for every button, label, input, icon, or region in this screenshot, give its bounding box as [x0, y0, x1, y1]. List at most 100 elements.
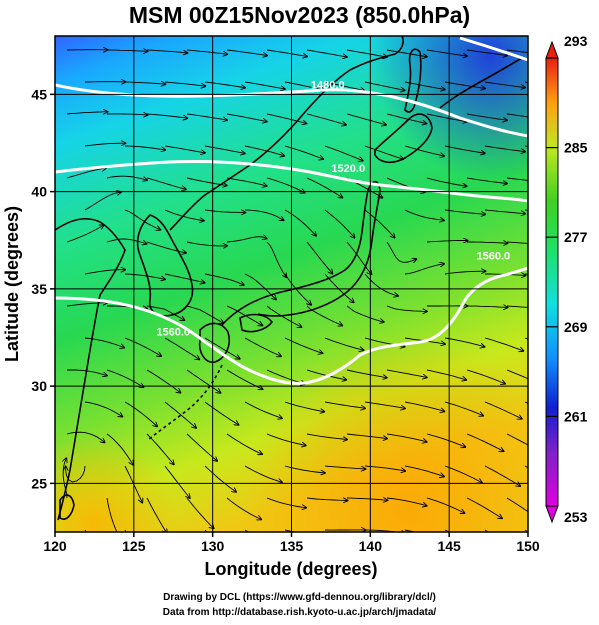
streamline — [466, 433, 504, 451]
streamline — [124, 209, 160, 230]
wind-streamlines — [63, 49, 528, 532]
streamline — [266, 49, 307, 56]
streamline — [467, 242, 508, 243]
streamline — [84, 529, 87, 532]
credits-line-2: Data from http://database.rish.kyoto-u.a… — [162, 607, 437, 618]
streamline — [164, 273, 205, 283]
streamline — [106, 369, 144, 387]
credits: Drawing by DCL (https://www.gfd-dennou.o… — [0, 590, 599, 620]
streamline — [386, 241, 416, 262]
streamline — [106, 238, 147, 244]
streamline — [164, 81, 205, 86]
streamline — [164, 145, 205, 153]
streamline — [284, 209, 316, 236]
y-axis-ticks: 25 30 35 40 45 — [31, 86, 55, 491]
streamline — [404, 209, 444, 220]
streamline — [484, 465, 520, 486]
streamline — [226, 113, 267, 122]
streamline — [284, 273, 311, 305]
streamline — [66, 466, 86, 483]
streamline — [244, 337, 281, 356]
streamline — [346, 113, 386, 125]
streamline — [364, 145, 403, 159]
streamline — [186, 305, 223, 323]
streamline — [124, 145, 165, 150]
streamline — [324, 209, 355, 238]
streamline — [244, 465, 282, 482]
streamline — [204, 145, 245, 154]
streamline — [266, 497, 306, 508]
streamline — [444, 271, 485, 275]
streamline — [386, 305, 427, 311]
streamline — [244, 81, 285, 89]
streamline — [164, 337, 199, 359]
height-contours — [55, 36, 528, 385]
streamline — [226, 49, 267, 56]
streamline — [146, 177, 186, 189]
streamline — [506, 113, 528, 118]
contour-1480 — [55, 83, 528, 138]
streamline — [364, 465, 405, 471]
colorbar-tick-label: 277 — [564, 229, 588, 245]
streamline — [364, 81, 405, 90]
streamline — [66, 303, 107, 307]
streamline — [404, 264, 444, 275]
streamline — [484, 209, 525, 214]
y-tick-label: 45 — [31, 86, 47, 102]
streamline — [244, 209, 284, 220]
streamline — [84, 192, 121, 211]
streamline — [346, 241, 371, 274]
streamline — [186, 433, 217, 461]
streamline — [164, 529, 167, 532]
streamline — [466, 306, 508, 308]
streamline — [244, 145, 284, 156]
streamline — [204, 81, 245, 88]
streamline — [466, 369, 505, 384]
streamline — [66, 431, 105, 442]
streamline — [346, 498, 387, 500]
streamline — [484, 337, 523, 351]
streamline — [404, 401, 444, 411]
contour-1520 — [55, 160, 528, 203]
streamline — [66, 112, 107, 114]
streamline — [204, 273, 244, 285]
streamline — [524, 81, 528, 83]
streamline — [324, 337, 364, 350]
coastlines — [55, 36, 523, 521]
streamline — [506, 497, 528, 513]
streamline — [204, 337, 240, 359]
streamline — [364, 529, 405, 532]
contour-1560-east — [244, 266, 528, 385]
streamline — [186, 497, 214, 528]
streamline — [444, 337, 485, 347]
colorbar-tick-label: 293 — [564, 33, 588, 49]
streamline — [426, 177, 467, 186]
streamline — [146, 241, 186, 253]
streamline — [266, 433, 306, 445]
streamline — [524, 209, 528, 211]
lat-lon-grid — [55, 36, 528, 532]
streamline — [266, 113, 306, 124]
streamline — [124, 401, 157, 427]
streamline — [426, 49, 467, 56]
colorbar: 293 285 277 269 261 253 — [545, 33, 588, 525]
streamline — [84, 401, 122, 417]
streamline — [404, 81, 445, 90]
streamline — [484, 401, 522, 419]
streamline — [466, 49, 507, 56]
x-tick-label: 135 — [280, 538, 304, 554]
streamline — [324, 81, 365, 91]
streamline — [506, 177, 528, 181]
colorbar-bottom-arrow — [545, 505, 559, 524]
streamline — [164, 401, 196, 428]
streamline — [484, 145, 525, 152]
streamline — [226, 237, 267, 243]
streamline — [386, 433, 427, 442]
streamline — [186, 49, 227, 54]
page-title: MSM 00Z15Nov2023 (850.0hPa) — [128, 2, 471, 28]
colorbar-tick-label: 285 — [564, 140, 588, 156]
streamline — [466, 177, 507, 184]
streamline — [146, 305, 184, 320]
streamline — [306, 497, 347, 501]
streamline — [84, 270, 125, 275]
